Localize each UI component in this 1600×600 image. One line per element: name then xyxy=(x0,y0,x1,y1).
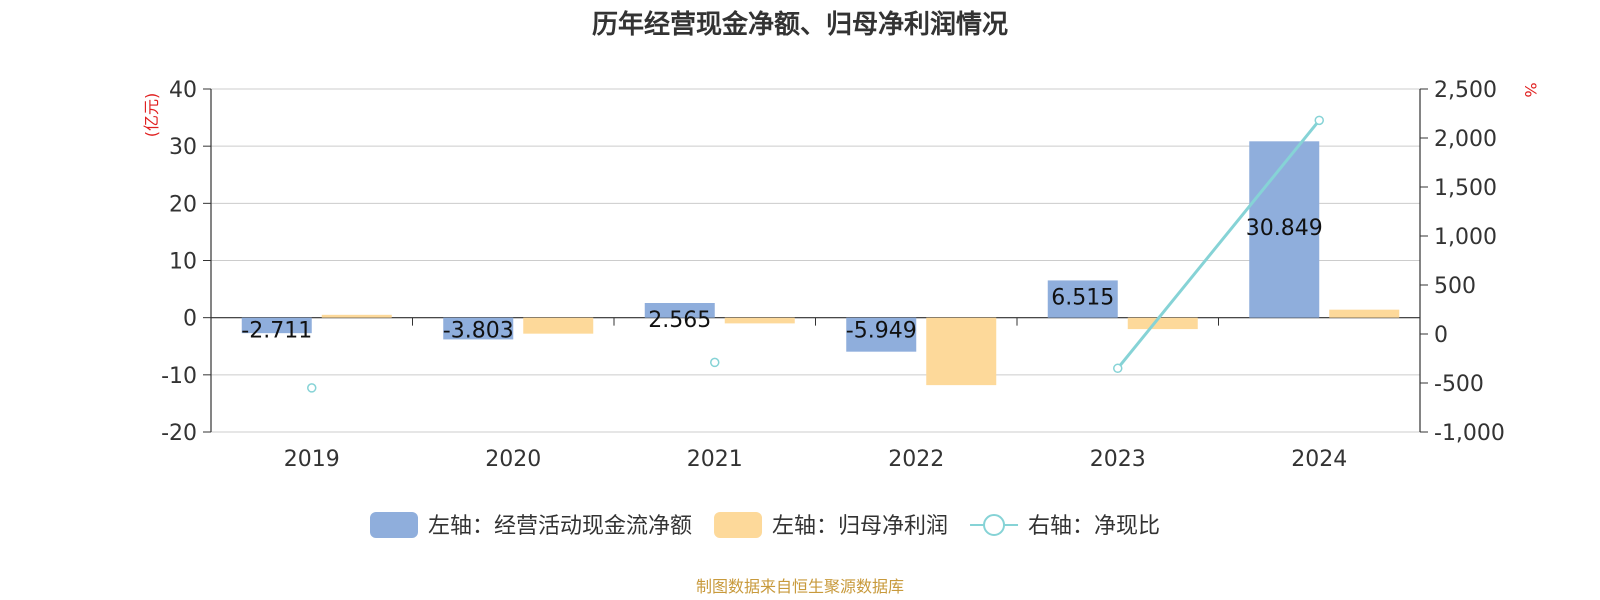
line-point xyxy=(1314,115,1324,126)
legend-label: 左轴：归母净利润 xyxy=(772,514,948,539)
bar xyxy=(1249,141,1320,318)
bar xyxy=(846,317,917,352)
legend-label: 左轴：经营活动现金流净额 xyxy=(428,514,692,539)
left-tick-label: 30 xyxy=(169,135,197,160)
bar xyxy=(1047,280,1118,318)
bar xyxy=(926,317,997,386)
bar xyxy=(644,303,715,318)
category-label: 2024 xyxy=(1291,447,1347,472)
bar-value-label: -2.711 xyxy=(241,319,312,344)
right-tick-label: 2,000 xyxy=(1434,127,1497,152)
grid xyxy=(211,88,1420,433)
legend-swatch xyxy=(714,512,763,538)
legend-label: 右轴：净现比 xyxy=(1028,514,1160,539)
right-tick-label: 1,500 xyxy=(1434,176,1497,201)
legend-marker xyxy=(983,514,1006,536)
right-tick-label: 2,500 xyxy=(1434,78,1497,103)
left-tick-label: 20 xyxy=(169,192,197,217)
right-tick-label: 1,000 xyxy=(1434,225,1497,250)
bar-value-label: -3.803 xyxy=(443,319,514,344)
bar xyxy=(523,317,594,334)
right-axis: % 2,500 2,000 1,500 1,000 500 0 -500 -1,000 xyxy=(1419,78,1540,446)
category-label: 2021 xyxy=(687,447,743,472)
right-axis-unit: % xyxy=(1521,82,1540,97)
category-label: 2020 xyxy=(485,447,541,472)
bar xyxy=(321,314,392,318)
bar xyxy=(1127,317,1198,330)
left-tick-label: -20 xyxy=(161,421,197,446)
right-tick-label: -1,000 xyxy=(1434,421,1505,446)
bar-value-label: 2.565 xyxy=(648,308,711,333)
left-axis-unit: (亿元) xyxy=(142,93,161,138)
line-segment xyxy=(1116,119,1321,370)
category-label: 2022 xyxy=(888,447,944,472)
right-tick-label: -500 xyxy=(1434,372,1484,397)
right-tick-label: 500 xyxy=(1434,274,1476,299)
data-labels: -2.711 -3.803 2.565 -5.949 6.515 30.849 xyxy=(241,216,1322,344)
left-tick-label: -10 xyxy=(161,364,197,389)
left-tick-label: 40 xyxy=(169,78,197,103)
line-point xyxy=(1113,363,1123,374)
legend-swatch xyxy=(370,512,418,538)
left-axis: (亿元) 40 30 20 10 0 -10 -20 xyxy=(142,78,212,446)
category-label: 2019 xyxy=(284,447,340,472)
legend: 左轴：经营活动现金流净额 左轴：归母净利润 右轴：净现比 xyxy=(370,512,1160,539)
ratio-line xyxy=(307,115,1324,393)
left-tick-label: 0 xyxy=(183,307,197,332)
bar xyxy=(1329,309,1400,318)
x-axis: 2019 2020 2021 2022 2023 2024 xyxy=(210,317,1421,472)
right-tick-label: 0 xyxy=(1434,323,1448,348)
line-point xyxy=(307,383,317,393)
bar xyxy=(724,317,795,324)
bar xyxy=(443,317,514,340)
bar-value-label: 6.515 xyxy=(1051,285,1114,310)
category-label: 2023 xyxy=(1090,447,1146,472)
bars xyxy=(241,141,1400,386)
bar-value-label: -5.949 xyxy=(846,319,917,344)
left-tick-label: 10 xyxy=(169,250,197,275)
bar xyxy=(241,317,312,334)
chart-title: 历年经营现金净额、归母净利润情况 xyxy=(592,9,1008,40)
bar-value-label: 30.849 xyxy=(1246,216,1323,241)
source-note: 制图数据来自恒生聚源数据库 xyxy=(696,577,904,596)
line-point xyxy=(710,357,720,368)
